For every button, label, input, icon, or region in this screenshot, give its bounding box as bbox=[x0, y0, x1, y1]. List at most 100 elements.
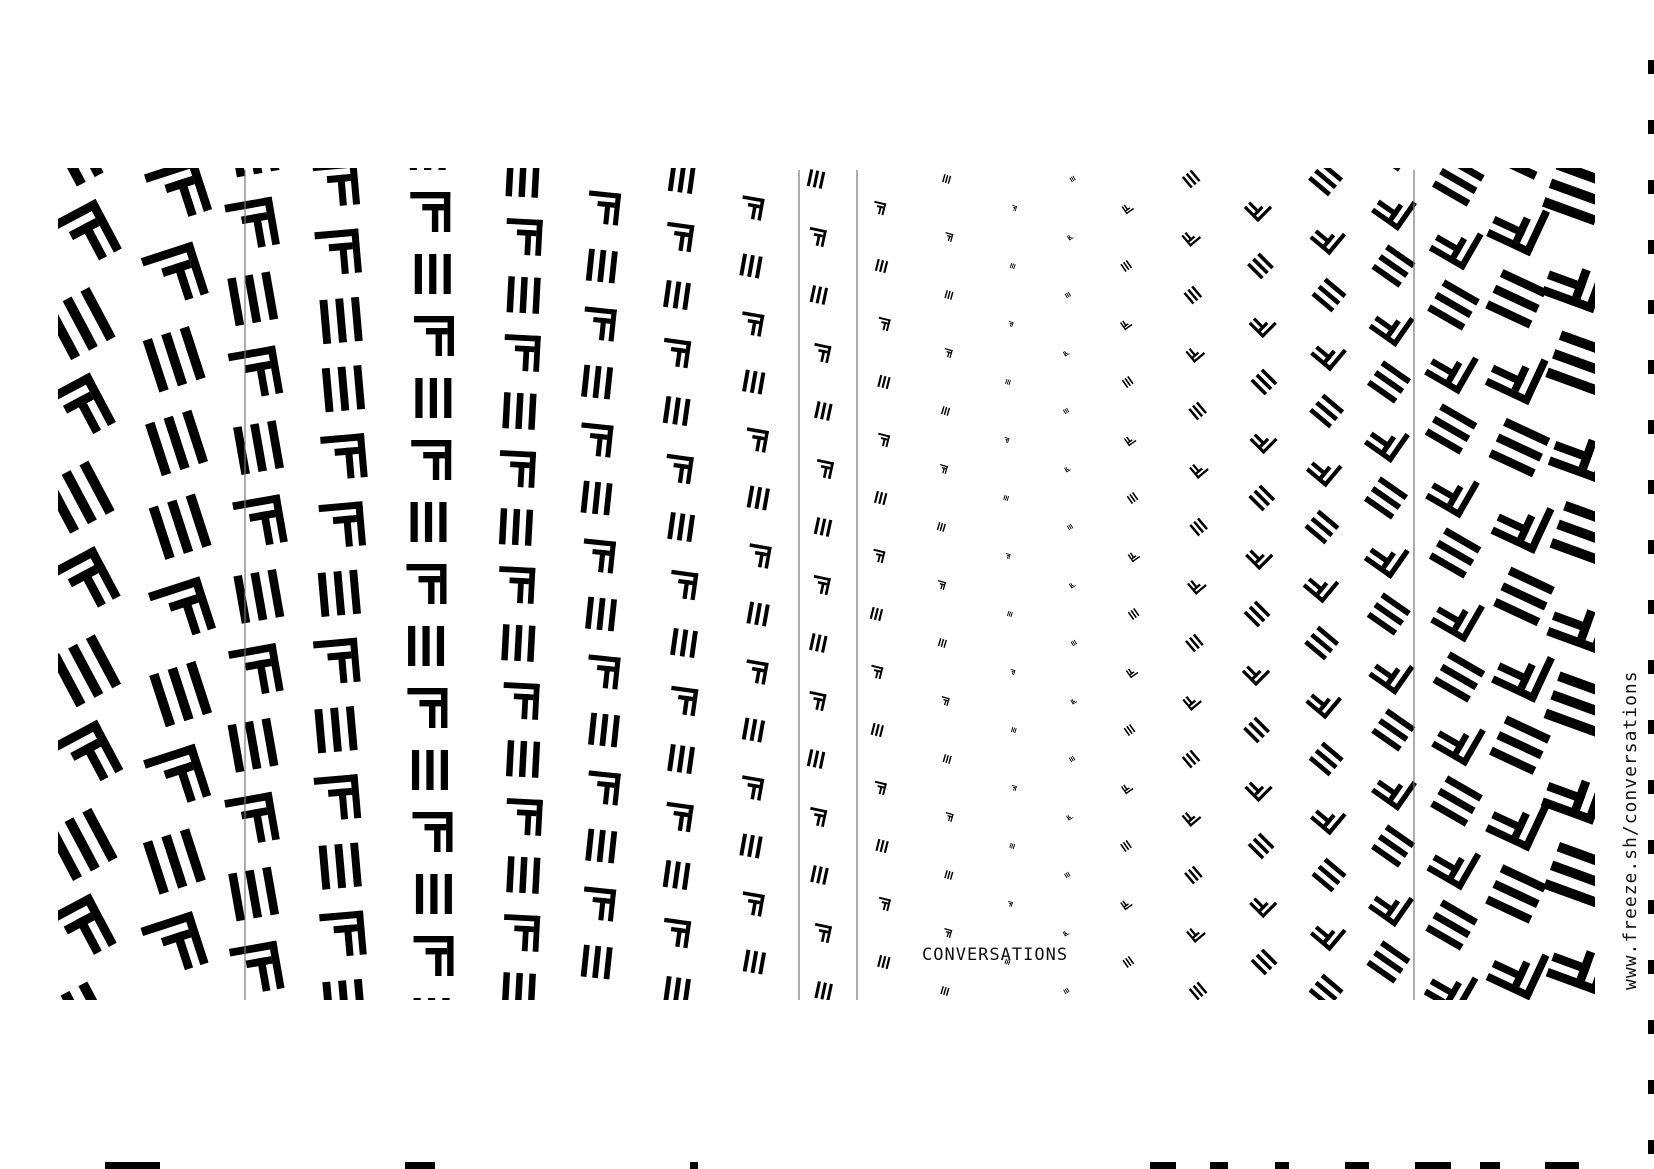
corner-glyph bbox=[1005, 552, 1011, 560]
bars-glyph bbox=[667, 743, 695, 775]
edge-mark bbox=[1648, 1140, 1654, 1154]
bars-glyph bbox=[1485, 269, 1547, 329]
corner-glyph bbox=[588, 770, 621, 806]
bars-glyph bbox=[667, 168, 696, 195]
bars-glyph bbox=[1181, 169, 1201, 189]
edge-mark bbox=[1648, 900, 1654, 914]
bars-glyph bbox=[506, 856, 541, 894]
edge-mark bbox=[1648, 1020, 1654, 1034]
bars-glyph bbox=[1009, 262, 1016, 270]
corner-glyph bbox=[58, 198, 122, 261]
bars-glyph bbox=[233, 569, 285, 624]
bars-glyph bbox=[1366, 360, 1412, 404]
corner-glyph bbox=[312, 168, 361, 206]
corner-glyph bbox=[318, 501, 367, 547]
bars-glyph bbox=[662, 859, 691, 891]
corner-glyph bbox=[749, 543, 772, 569]
bars-glyph bbox=[145, 409, 209, 477]
corner-glyph bbox=[147, 576, 217, 636]
bars-glyph bbox=[1126, 491, 1139, 505]
bars-glyph bbox=[813, 517, 833, 537]
bars-glyph bbox=[746, 601, 770, 627]
corner-glyph bbox=[413, 936, 454, 976]
corner-glyph bbox=[878, 432, 891, 448]
corner-glyph bbox=[1309, 229, 1347, 256]
bars-glyph bbox=[942, 754, 952, 764]
corner-glyph bbox=[1119, 320, 1133, 331]
edge-mark bbox=[1648, 1080, 1654, 1094]
corner-glyph bbox=[746, 427, 770, 453]
bottom-edge-marks bbox=[105, 1162, 1579, 1169]
bars-glyph bbox=[1124, 144, 1136, 156]
bars-glyph bbox=[321, 365, 366, 413]
corner-glyph bbox=[504, 914, 541, 952]
corner-glyph bbox=[1186, 927, 1206, 943]
corner-glyph bbox=[1363, 547, 1410, 579]
bars-glyph bbox=[937, 638, 947, 648]
bars-glyph bbox=[1545, 330, 1595, 396]
bars-glyph bbox=[58, 287, 116, 361]
bars-glyph bbox=[60, 981, 114, 1000]
corner-glyph bbox=[1305, 693, 1342, 720]
corner-glyph bbox=[1125, 668, 1139, 679]
bars-glyph bbox=[1425, 899, 1478, 951]
corner-glyph bbox=[411, 440, 452, 480]
corner-glyph bbox=[1485, 804, 1549, 852]
corner-glyph bbox=[58, 372, 116, 435]
edge-mark bbox=[1648, 720, 1654, 734]
corner-glyph bbox=[1547, 428, 1595, 484]
bars-glyph bbox=[1366, 940, 1411, 984]
corner-glyph bbox=[1012, 204, 1018, 212]
bars-glyph bbox=[1243, 716, 1271, 744]
corner-glyph bbox=[588, 190, 622, 226]
bars-glyph bbox=[875, 838, 889, 854]
corner-glyph bbox=[410, 192, 451, 232]
bars-glyph bbox=[1005, 378, 1011, 386]
bars-glyph bbox=[806, 749, 826, 769]
corner-glyph bbox=[227, 345, 284, 397]
bars-glyph bbox=[1010, 726, 1017, 734]
corner-glyph bbox=[671, 685, 699, 717]
edge-mark bbox=[1648, 180, 1654, 194]
bars-glyph bbox=[1127, 607, 1140, 621]
corner-glyph bbox=[581, 422, 614, 458]
bars-glyph bbox=[742, 369, 766, 395]
corner-glyph bbox=[944, 348, 953, 358]
corner-glyph bbox=[1064, 466, 1072, 473]
bars-glyph bbox=[314, 706, 358, 754]
corner-glyph bbox=[813, 574, 831, 596]
bars-glyph bbox=[1371, 708, 1416, 752]
corner-glyph bbox=[874, 200, 887, 216]
corner-glyph bbox=[140, 241, 209, 301]
corner-glyph bbox=[1249, 897, 1278, 919]
bars-glyph bbox=[1432, 168, 1485, 207]
corner-glyph bbox=[1363, 431, 1410, 463]
corner-glyph bbox=[1367, 895, 1414, 927]
corner-glyph bbox=[503, 682, 540, 720]
bars-glyph bbox=[58, 634, 122, 708]
edge-mark bbox=[1648, 360, 1654, 374]
corner-glyph bbox=[1309, 925, 1347, 952]
bars-glyph bbox=[1543, 671, 1595, 737]
corner-glyph bbox=[504, 334, 541, 372]
corner-glyph bbox=[144, 168, 213, 217]
bars-glyph bbox=[58, 168, 104, 187]
corner-glyph bbox=[1185, 347, 1206, 363]
bars-glyph bbox=[410, 502, 447, 542]
corner-glyph bbox=[1010, 668, 1016, 676]
bars-glyph bbox=[742, 949, 767, 975]
corner-glyph bbox=[499, 566, 536, 604]
bars-glyph bbox=[1243, 600, 1271, 628]
corner-glyph bbox=[1545, 940, 1595, 996]
corner-glyph bbox=[871, 664, 884, 680]
corner-glyph bbox=[1241, 665, 1271, 687]
corner-glyph bbox=[945, 232, 954, 242]
bars-glyph bbox=[1430, 775, 1483, 827]
corner-glyph bbox=[1546, 599, 1595, 655]
bars-glyph bbox=[944, 290, 954, 300]
bars-glyph bbox=[319, 296, 363, 345]
bars-glyph bbox=[322, 978, 366, 1000]
bars-glyph bbox=[1004, 958, 1011, 966]
bars-glyph bbox=[1120, 839, 1132, 853]
